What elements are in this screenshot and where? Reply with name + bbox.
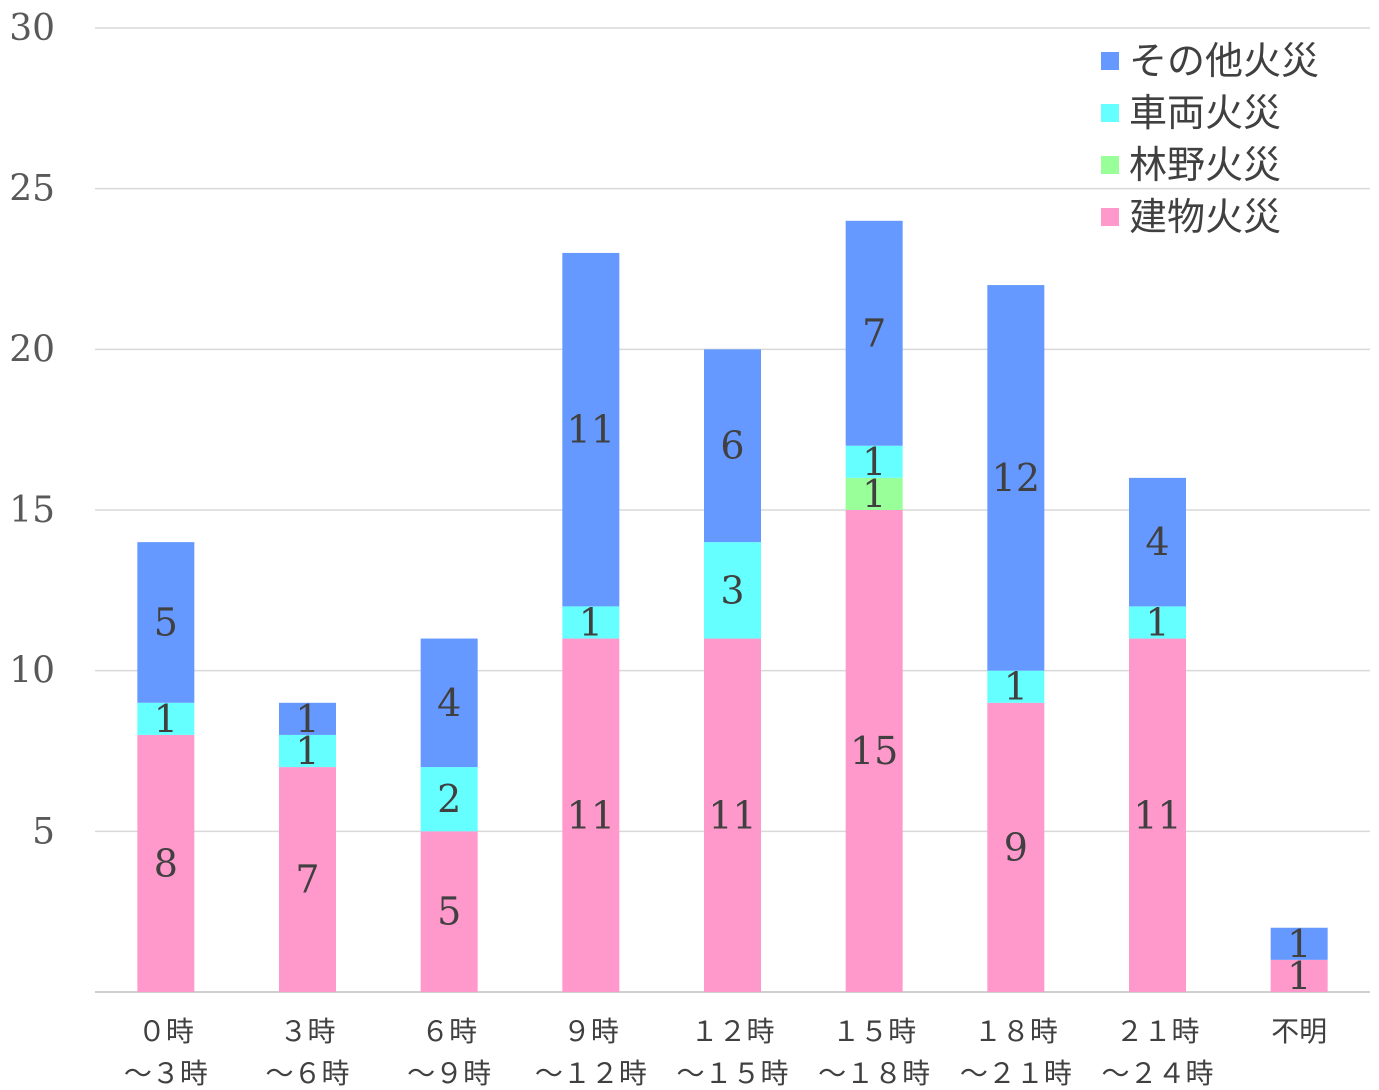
x-category-label-3-0: ９時 xyxy=(563,1015,619,1048)
bar-その他火災-5 xyxy=(845,220,903,446)
bar-建物火災-8 xyxy=(1270,959,1328,992)
x-category-label-6-1: ～２１時 xyxy=(960,1057,1072,1090)
bar-その他火災-8 xyxy=(1270,927,1328,960)
data-label-その他火災-2: 4 xyxy=(437,681,461,725)
y-tick-label-5: 5 xyxy=(32,811,55,852)
y-tick-label-15: 15 xyxy=(9,490,55,531)
bar-その他火災-6 xyxy=(987,285,1045,671)
x-category-label-2-1: ～９時 xyxy=(407,1057,491,1090)
bar-その他火災-7 xyxy=(1129,477,1186,607)
bar-車両火災-6 xyxy=(987,670,1045,703)
x-category-label-5-1: ～１８時 xyxy=(818,1057,930,1090)
data-label-建物火災-7: 11 xyxy=(1133,793,1181,837)
bar-その他火災-3 xyxy=(562,252,620,607)
legend-label-建物火災: 建物火災 xyxy=(1129,195,1281,239)
y-tick-label-10: 10 xyxy=(9,651,55,692)
bar-建物火災-4 xyxy=(704,638,761,992)
data-label-林野火災-5: 1 xyxy=(862,472,886,516)
bar-林野火災-5 xyxy=(845,477,903,510)
data-label-建物火災-3: 11 xyxy=(567,793,615,837)
data-label-建物火災-2: 5 xyxy=(437,890,461,934)
data-label-その他火災-8: 1 xyxy=(1287,922,1311,966)
legend-label-林野火災: 林野火災 xyxy=(1129,143,1281,187)
bar-建物火災-0 xyxy=(137,734,195,992)
bar-建物火災-7 xyxy=(1129,638,1186,992)
x-category-label-2-0: ６時 xyxy=(421,1015,477,1048)
bar-その他火災-4 xyxy=(704,349,761,543)
bar-車両火災-1 xyxy=(279,734,336,768)
bar-その他火災-2 xyxy=(420,638,478,768)
data-label-車両火災-1: 1 xyxy=(295,729,319,773)
x-category-label-1-1: ～６時 xyxy=(265,1057,349,1090)
x-category-label-7-0: ２１時 xyxy=(1115,1015,1199,1048)
bar-建物火災-1 xyxy=(279,767,336,992)
y-axis-tick-labels: 5 10 15 20 25 30 xyxy=(9,8,55,852)
bar-建物火災-2 xyxy=(420,831,478,992)
data-label-その他火災-4: 6 xyxy=(720,424,744,468)
legend-swatch-その他火災 xyxy=(1101,52,1119,70)
legend-label-車両火災: 車両火災 xyxy=(1129,91,1281,135)
bar-車両火災-0 xyxy=(137,702,195,735)
data-label-建物火災-5: 15 xyxy=(850,729,898,773)
legend-swatch-車両火災 xyxy=(1101,104,1119,122)
bar-車両火災-5 xyxy=(845,445,903,478)
bar-車両火災-2 xyxy=(420,767,478,832)
bar-建物火災-5 xyxy=(845,510,903,992)
x-category-label-8-0: 不明 xyxy=(1271,1015,1327,1048)
bar-車両火災-4 xyxy=(704,542,761,639)
data-label-車両火災-4: 3 xyxy=(720,568,744,612)
legend-label-その他火災: その他火災 xyxy=(1129,39,1319,83)
x-category-label-0-1: ～３時 xyxy=(124,1057,208,1090)
bar-その他火災-0 xyxy=(137,542,195,703)
data-label-建物火災-0: 8 xyxy=(154,841,178,885)
bar-建物火災-6 xyxy=(987,702,1045,992)
data-label-建物火災-1: 7 xyxy=(295,858,319,902)
x-category-label-5-0: １５時 xyxy=(832,1015,916,1048)
bar-その他火災-1 xyxy=(279,702,336,735)
data-label-その他火災-1: 1 xyxy=(295,697,319,741)
data-label-車両火災-3: 1 xyxy=(579,600,603,644)
x-category-label-4-0: １２時 xyxy=(690,1015,774,1048)
legend-swatch-林野火災 xyxy=(1101,156,1119,174)
x-category-label-3-1: ～１２時 xyxy=(535,1057,647,1090)
bar-建物火災-3 xyxy=(562,638,620,992)
x-category-label-4-1: ～１５時 xyxy=(676,1057,788,1090)
legend-swatch-建物火災 xyxy=(1101,208,1119,226)
x-category-label-1-0: ３時 xyxy=(279,1015,335,1048)
x-category-label-6-0: １８時 xyxy=(974,1015,1058,1048)
x-category-label-7-1: ～２４時 xyxy=(1101,1057,1213,1090)
data-label-建物火災-6: 9 xyxy=(1004,825,1028,869)
data-label-その他火災-7: 4 xyxy=(1145,520,1169,564)
bar-車両火災-3 xyxy=(562,606,620,639)
data-label-車両火災-0: 1 xyxy=(154,697,178,741)
data-label-その他火災-6: 12 xyxy=(992,456,1040,500)
bars xyxy=(137,220,1328,992)
data-label-建物火災-8: 1 xyxy=(1287,954,1311,998)
x-category-label-0-0: ０時 xyxy=(138,1015,194,1048)
bar-車両火災-7 xyxy=(1129,606,1186,639)
data-label-車両火災-2: 2 xyxy=(437,777,461,821)
data-label-車両火災-6: 1 xyxy=(1004,665,1028,709)
y-tick-label-30: 30 xyxy=(9,8,55,49)
y-tick-label-25: 25 xyxy=(9,169,55,210)
x-axis-category-labels: ０時 ～３時 ３時 ～６時 ６時 ～９時 ９時 ～１２時 １２時 ～１５時 １５時 ～１８時 １８時 ～２… xyxy=(124,1015,1327,1090)
data-label-その他火災-5: 7 xyxy=(862,311,886,355)
data-label-その他火災-0: 5 xyxy=(154,600,178,644)
data-label-車両火災-5: 1 xyxy=(862,440,886,484)
y-tick-label-20: 20 xyxy=(9,329,55,370)
data-label-建物火災-4: 11 xyxy=(708,793,756,837)
data-label-その他火災-3: 11 xyxy=(567,408,615,452)
data-label-車両火災-7: 1 xyxy=(1145,600,1169,644)
